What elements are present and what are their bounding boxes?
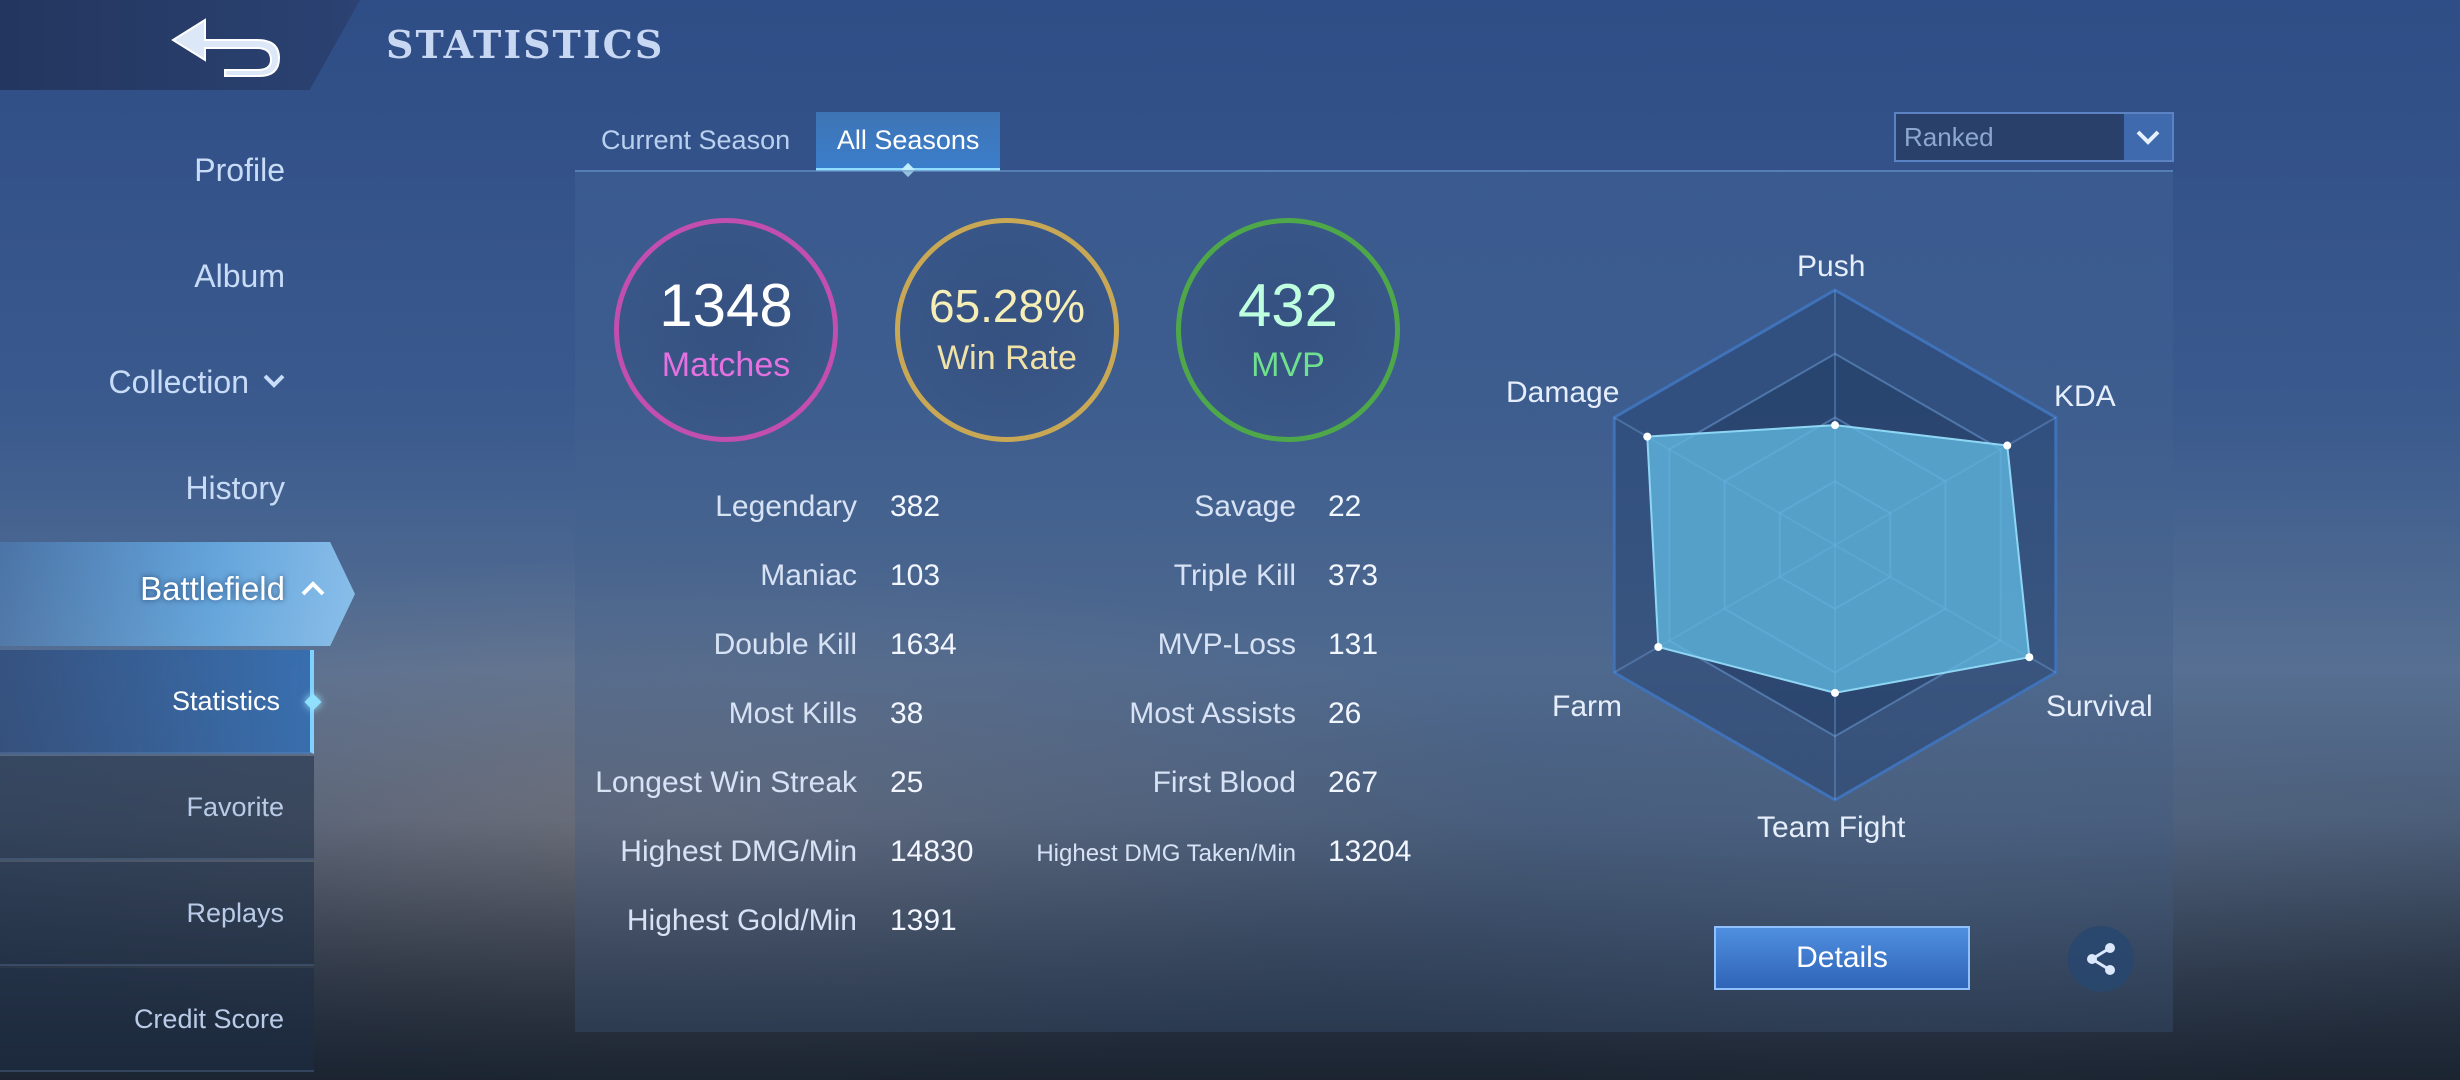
chevron-up-icon <box>301 576 325 604</box>
mvp-label: MVP <box>1251 345 1325 384</box>
radar-axis-label: Survival <box>2046 690 2153 723</box>
radar-value-point <box>1643 432 1652 441</box>
sidebar-item-collection[interactable]: Collection <box>0 342 320 422</box>
stat-value: 1391 <box>890 904 957 937</box>
matches-label: Matches <box>661 345 791 384</box>
mode-select-value: Ranked <box>1904 121 1994 152</box>
chevron-down-icon <box>263 369 285 395</box>
tab-label: Current Season <box>601 124 791 155</box>
tab-current-season[interactable]: Current Season <box>575 112 816 168</box>
sidebar-subitem-favorite[interactable]: Favorite <box>0 756 314 860</box>
win-rate-value: 65.28% <box>928 279 1085 332</box>
stat-value: 382 <box>890 490 941 523</box>
matches-ring: 1348 Matches <box>614 218 838 442</box>
details-button[interactable]: Details <box>1714 926 1970 990</box>
stat-label: Highest DMG Taken/Min <box>1036 840 1296 867</box>
matches-value: 1348 <box>659 271 793 339</box>
stat-value: 26 <box>1328 697 1362 730</box>
stat-label: Most Kills <box>728 697 857 730</box>
stat-label: MVP-Loss <box>1157 628 1296 661</box>
radar-value-point <box>2003 441 2012 450</box>
radar-value-point <box>1831 421 1839 430</box>
sidebar-subitem-label: Replays <box>186 897 284 928</box>
stat-label: Double Kill <box>713 628 857 661</box>
mode-select[interactable]: Ranked <box>1894 112 2174 162</box>
stat-value: 131 <box>1328 628 1379 661</box>
stat-label: Legendary <box>715 490 857 523</box>
sidebar-subitem-statistics[interactable]: Statistics <box>0 650 314 754</box>
stat-label: Maniac <box>760 559 857 592</box>
mvp-value: 432 <box>1237 271 1339 339</box>
tab-label: All Seasons <box>836 124 980 155</box>
radar-value-point <box>1831 688 1839 697</box>
sidebar-item-label: Battlefield <box>140 570 285 607</box>
back-arrow-icon[interactable] <box>165 12 285 78</box>
sidebar-item-profile[interactable]: Profile <box>0 130 320 210</box>
radar-axis-label: Team Fight <box>1757 811 1906 844</box>
radar-value-point <box>2025 653 2034 662</box>
radar-axis-label: Farm <box>1552 690 1622 723</box>
stat-value: 38 <box>890 697 924 730</box>
stat-value: 1634 <box>890 628 957 661</box>
sidebar-subitem-label: Credit Score <box>133 1003 284 1034</box>
stat-value: 22 <box>1328 490 1362 523</box>
sidebar-item-label: Collection <box>108 363 249 400</box>
stat-label: First Blood <box>1152 766 1296 799</box>
stat-label: Highest Gold/Min <box>626 904 857 937</box>
details-button-label: Details <box>1796 941 1888 974</box>
stat-value: 25 <box>890 766 924 799</box>
radar-value-area <box>1646 424 2031 694</box>
chevron-down-icon[interactable] <box>2124 114 2172 160</box>
sidebar-subitem-credit-score[interactable]: Credit Score <box>0 968 314 1072</box>
sidebar-item-label: History <box>185 469 285 506</box>
sidebar-item-history[interactable]: History <box>0 448 320 528</box>
stat-value: 373 <box>1328 559 1379 592</box>
sidebar-item-battlefield[interactable]: Battlefield <box>0 542 355 646</box>
share-icon[interactable] <box>2068 926 2134 992</box>
radar-axis-label: KDA <box>2054 380 2116 413</box>
mvp-ring: 432 MVP <box>1176 218 1400 442</box>
sidebar-subitem-label: Favorite <box>186 791 284 822</box>
page-title: STATISTICS <box>386 22 665 67</box>
season-tabs: Current Season All Seasons <box>575 112 1001 171</box>
tab-all-seasons[interactable]: All Seasons <box>816 112 1001 171</box>
radar-axis-label: Damage <box>1506 376 1620 409</box>
radar-axis-label: Push <box>1797 250 1866 283</box>
sidebar-item-label: Album <box>194 257 285 294</box>
win-rate-label: Win Rate <box>937 338 1077 377</box>
radar-value-point <box>1654 643 1663 651</box>
stat-value: 13204 <box>1328 835 1412 868</box>
stat-label: Most Assists <box>1129 697 1296 730</box>
win-rate-ring: 65.28% Win Rate <box>895 218 1119 442</box>
stat-label: Savage <box>1194 490 1296 523</box>
stat-label: Highest DMG/Min <box>620 835 857 868</box>
stat-value: 103 <box>890 559 941 592</box>
sidebar-item-label: Profile <box>194 151 285 188</box>
stat-label: Longest Win Streak <box>595 766 857 799</box>
stat-value: 267 <box>1328 766 1379 799</box>
sidebar-subitem-replays[interactable]: Replays <box>0 862 314 966</box>
sidebar-subitem-label: Statistics <box>171 685 280 716</box>
stat-label: Triple Kill <box>1173 559 1296 592</box>
performance-radar-chart <box>1612 288 2058 802</box>
stat-value: 14830 <box>890 835 974 868</box>
sidebar-item-album[interactable]: Album <box>0 236 320 316</box>
